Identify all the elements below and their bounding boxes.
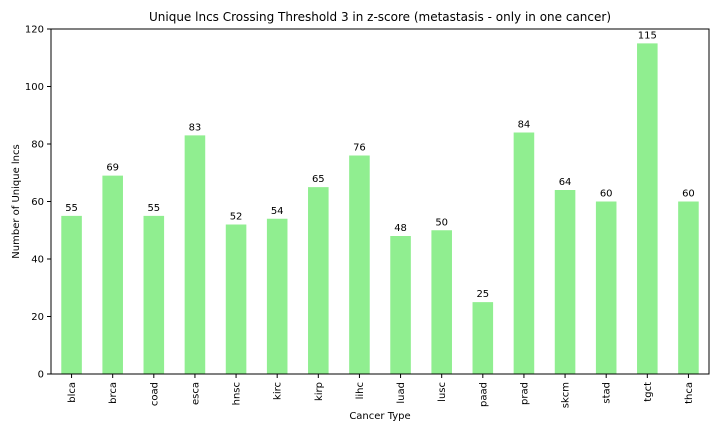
x-tick-label-stad: stad <box>602 382 613 404</box>
bar-prad <box>513 132 535 374</box>
y-axis-label: Number of Unique lncs <box>11 144 22 258</box>
bar-kirc <box>266 218 288 374</box>
data-label-coad: 55 <box>147 203 160 214</box>
x-tick-label-lihc: lihc <box>355 382 366 399</box>
x-tick-label-paad: paad <box>478 382 489 407</box>
data-label-tgct: 115 <box>638 30 657 41</box>
data-label-kirp: 65 <box>312 174 325 185</box>
x-tick-label-hnsc: hnsc <box>232 382 243 405</box>
bar-brca <box>102 175 123 374</box>
bar-hnsc <box>225 224 247 374</box>
x-tick-label-skcm: skcm <box>561 382 572 408</box>
bar-stad <box>595 201 617 374</box>
x-tick-label-kirc: kirc <box>273 382 284 400</box>
plot-frame <box>50 28 710 375</box>
data-label-brca: 69 <box>106 163 119 174</box>
data-label-skcm: 64 <box>559 177 572 188</box>
data-label-lihc: 76 <box>353 143 366 154</box>
data-label-blca: 55 <box>65 203 78 214</box>
chart-title: Unique lncs Crossing Threshold 3 in z-sc… <box>149 10 611 24</box>
data-label-esca: 83 <box>189 122 202 133</box>
y-tick-label-0: 0 <box>38 370 44 381</box>
data-label-paad: 25 <box>476 289 489 300</box>
bar-blca <box>61 215 82 374</box>
y-tick-label-20: 20 <box>31 312 44 323</box>
bar-tgct <box>637 43 658 374</box>
bar-lusc <box>431 230 452 374</box>
y-tick-label-120: 120 <box>25 25 44 36</box>
y-axis: 0 20 40 60 80 100 120 <box>25 25 51 381</box>
x-tick-label-brca: brca <box>108 382 119 404</box>
y-tick-label-80: 80 <box>31 140 44 151</box>
bar-skcm <box>554 190 576 374</box>
x-tick-label-prad: prad <box>519 382 530 405</box>
data-label-thca: 60 <box>682 189 695 200</box>
bar-esca <box>184 135 206 374</box>
data-label-luad: 48 <box>394 223 407 234</box>
bar-luad <box>390 236 411 374</box>
x-tick-label-kirp: kirp <box>314 382 325 401</box>
x-tick-label-esca: esca <box>190 382 201 405</box>
y-tick-label-40: 40 <box>31 255 44 266</box>
data-label-stad: 60 <box>600 189 613 200</box>
bar-kirp <box>308 187 329 374</box>
bars-group <box>61 43 699 374</box>
data-label-kirc: 54 <box>271 206 284 217</box>
data-label-hnsc: 52 <box>230 212 243 223</box>
x-tick-label-thca: thca <box>684 382 695 404</box>
data-label-prad: 84 <box>518 120 531 131</box>
y-tick-label-100: 100 <box>25 82 44 93</box>
x-axis-label: Cancer Type <box>349 411 410 422</box>
y-tick-label-60: 60 <box>31 197 44 208</box>
bar-thca <box>678 201 699 374</box>
bar-lihc <box>349 155 370 374</box>
data-labels-group: 55 69 55 83 52 54 65 76 48 50 25 84 64 60 115 60 <box>65 30 695 300</box>
bar-paad <box>472 302 494 374</box>
data-label-lusc: 50 <box>435 217 448 228</box>
x-tick-label-blca: blca <box>67 382 78 403</box>
x-tick-label-coad: coad <box>149 382 160 406</box>
x-tick-label-luad: luad <box>396 382 407 404</box>
x-tick-label-tgct: tgct <box>643 382 654 402</box>
x-tick-label-lusc: lusc <box>437 382 448 402</box>
x-axis: blca brca coad esca hnsc kirc kirp lihc luad lusc… <box>67 374 695 408</box>
bar-coad <box>143 215 165 374</box>
